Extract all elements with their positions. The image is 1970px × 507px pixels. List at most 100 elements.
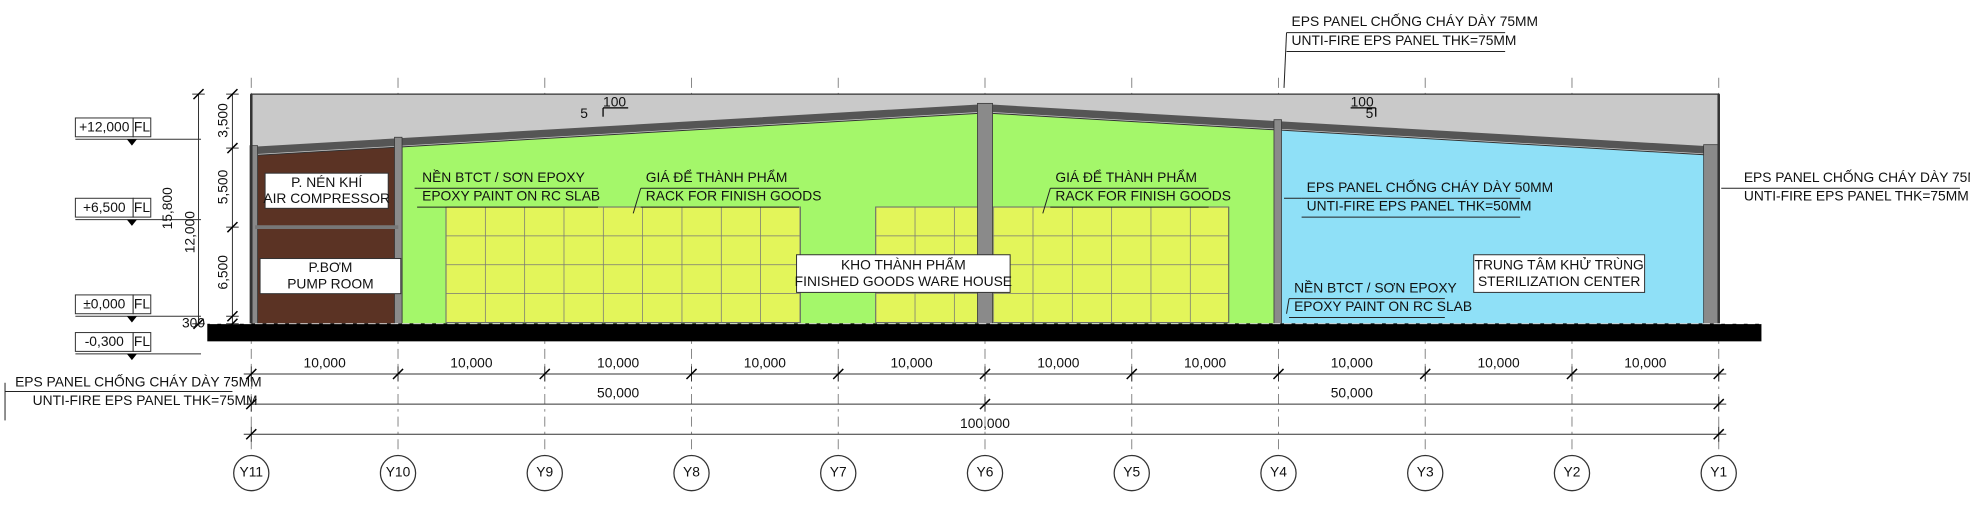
label: EPS PANEL CHỐNG CHÁY DÀY 75MM: [15, 372, 262, 389]
label: 12,000: [182, 211, 198, 254]
label: 10,000: [304, 355, 347, 371]
level-unit-box: [132, 332, 152, 352]
room-label-box: [1473, 254, 1646, 293]
grid-bubble: [1700, 454, 1737, 492]
label: RACK FOR FINISH GOODS: [1055, 188, 1231, 204]
label: 10,000: [1331, 355, 1374, 371]
line: [226, 88, 238, 100]
line: [685, 368, 698, 380]
label: FL: [134, 119, 150, 135]
label: Y1: [1710, 464, 1727, 480]
room-label-box: [264, 172, 389, 209]
label: EPOXY PAINT ON RC SLAB: [422, 188, 600, 204]
label: TRUNG TÂM KHỬ TRÙNG: [1475, 256, 1644, 273]
column: [1703, 144, 1720, 325]
line: [226, 221, 238, 233]
line: [979, 368, 991, 380]
level-arrow: [126, 139, 137, 146]
label: KHO THÀNH PHẨM: [841, 256, 966, 273]
label: 5,500: [214, 169, 230, 204]
label: Y6: [977, 464, 994, 480]
label: +12,000: [79, 119, 130, 135]
line: [979, 398, 991, 410]
label: GIÁ ĐỂ THÀNH PHẨM: [646, 168, 788, 185]
line: [1419, 368, 1431, 380]
label: Y5: [1123, 464, 1140, 480]
level-arrow: [126, 353, 137, 361]
label: FL: [134, 296, 150, 312]
label: Y9: [536, 464, 553, 480]
label: EPS PANEL CHỐNG CHÁY DÀY 50MM: [1307, 178, 1554, 195]
grid-bubble: [966, 454, 1004, 492]
room-label-box: [259, 258, 402, 295]
line: [392, 368, 404, 380]
label: UNTI-FIRE EPS PANEL THK=50MM: [1307, 198, 1532, 214]
label: Y3: [1417, 464, 1434, 480]
level-unit-box: [132, 117, 152, 138]
label: RACK FOR FINISH GOODS: [646, 188, 822, 204]
label: 15,800: [159, 187, 175, 230]
label: NỀN BTCT / SƠN EPOXY: [422, 169, 585, 185]
grid-bubble: [379, 454, 417, 492]
column: [1273, 119, 1282, 325]
label: Y10: [386, 464, 411, 480]
label: Y7: [830, 464, 847, 480]
label: 300: [182, 314, 205, 330]
line: [192, 88, 205, 100]
label: UNTI-FIRE EPS PANEL THK=75MM: [33, 392, 258, 408]
label: FL: [134, 199, 150, 215]
label: NỀN BTCT / SƠN EPOXY: [1294, 279, 1457, 295]
label: 100: [1351, 94, 1374, 110]
ground-slab: [207, 323, 1762, 342]
line: [245, 368, 257, 380]
label: FL: [134, 333, 150, 349]
room-label-box: [796, 254, 1011, 293]
column: [394, 136, 403, 325]
grid-bubble: [1553, 454, 1591, 492]
label: 100: [603, 94, 626, 110]
grid-bubble: [1113, 454, 1150, 492]
line: [1713, 368, 1725, 380]
grid-bubble: [820, 454, 857, 492]
line: [192, 318, 205, 330]
label: ±0,000: [83, 296, 125, 312]
line: [632, 188, 642, 214]
label: +6,500: [83, 199, 126, 215]
grid-bubble: [1407, 454, 1444, 492]
label: EPOXY PAINT ON RC SLAB: [1294, 298, 1472, 314]
label: 5: [1366, 105, 1374, 121]
label: 10,000: [1477, 355, 1520, 371]
label: Y11: [240, 464, 264, 480]
label: 3,500: [214, 103, 230, 138]
line: [1126, 368, 1138, 380]
label: AIR COMPRESSOR: [263, 190, 390, 206]
label: GIÁ ĐỂ THÀNH PHẨM: [1055, 168, 1197, 185]
label: 10,000: [744, 355, 787, 371]
line: [226, 310, 238, 322]
line: [245, 398, 257, 410]
label: P. NÉN KHÍ: [291, 174, 362, 190]
level-arrow: [126, 219, 137, 226]
label: 6,500: [214, 255, 230, 290]
line: [832, 368, 844, 380]
label: -0,300: [85, 333, 124, 349]
line: [1283, 32, 1288, 88]
line: [1713, 398, 1725, 410]
label: 100,000: [960, 415, 1010, 431]
label: P.BƠM: [309, 259, 353, 275]
label: UNTI-FIRE EPS PANEL THK=75MM: [1292, 32, 1517, 48]
level-arrow: [126, 316, 137, 323]
label: 10,000: [1037, 355, 1080, 371]
label: EPS PANEL CHỐNG CHÁY DÀY 75MM: [1292, 12, 1539, 29]
label: 50,000: [1331, 385, 1374, 401]
line: [1042, 188, 1051, 214]
label: 50,000: [597, 385, 640, 401]
label: 10,000: [891, 355, 934, 371]
grid-bubble: [526, 454, 563, 492]
label: 10,000: [1624, 355, 1667, 371]
label: Y4: [1270, 464, 1287, 480]
line: [245, 428, 257, 440]
line: [1286, 298, 1290, 314]
